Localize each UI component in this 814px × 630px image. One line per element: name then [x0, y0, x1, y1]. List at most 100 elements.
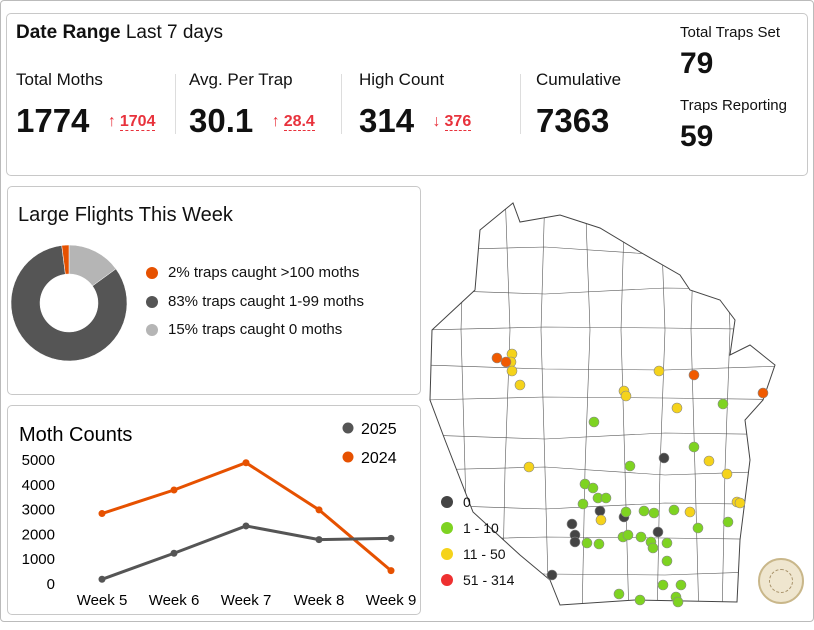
- trap-marker[interactable]: [653, 365, 665, 377]
- wisconsin-map[interactable]: [425, 190, 814, 620]
- trap-marker[interactable]: [593, 538, 605, 550]
- moth-counts-chart: Moth Counts 0 1000 2000 3000 4000 5000 Week 5 W…: [19, 421, 417, 609]
- trap-marker[interactable]: [569, 536, 581, 548]
- divider: [341, 74, 342, 134]
- divider: [175, 74, 176, 134]
- trap-marker[interactable]: [672, 596, 684, 608]
- traps-reporting-value: 59: [680, 120, 714, 153]
- legend-label: 1 - 10: [463, 520, 499, 536]
- trap-marker[interactable]: [734, 497, 746, 509]
- trap-marker[interactable]: [595, 514, 607, 526]
- trap-marker[interactable]: [620, 506, 632, 518]
- trap-marker[interactable]: [658, 452, 670, 464]
- donut-slice[interactable]: [61, 244, 70, 275]
- trap-marker[interactable]: [622, 529, 634, 541]
- legend-dot: [146, 295, 158, 308]
- donut-slice[interactable]: [10, 245, 128, 362]
- trap-marker[interactable]: [675, 579, 687, 591]
- county-line: [620, 203, 630, 605]
- y-tick-label: 5000: [22, 452, 55, 469]
- y-tick-label: 2000: [22, 526, 55, 543]
- trap-marker[interactable]: [688, 369, 700, 381]
- date-range[interactable]: Date Range Last 7 days: [16, 22, 223, 44]
- trap-marker[interactable]: [566, 518, 578, 530]
- trap-marker[interactable]: [506, 365, 518, 377]
- county-line: [690, 203, 700, 605]
- trap-marker[interactable]: [620, 390, 632, 402]
- trap-marker[interactable]: [722, 516, 734, 528]
- metric-change[interactable]: ↑ 1704: [108, 113, 156, 131]
- trap-marker[interactable]: [647, 542, 659, 554]
- metric-total-moths: Total Moths 1774 ↑ 1704: [16, 70, 156, 140]
- county-line: [430, 364, 775, 371]
- trap-marker[interactable]: [648, 507, 660, 519]
- trap-marker[interactable]: [757, 387, 769, 399]
- legend-label: 11 - 50: [463, 546, 506, 562]
- trap-marker[interactable]: [684, 506, 696, 518]
- trap-marker[interactable]: [634, 594, 646, 606]
- legend-label: 51 - 314: [463, 572, 515, 588]
- metric-label: Avg. Per Trap: [189, 70, 293, 89]
- trap-marker[interactable]: [671, 402, 683, 414]
- trap-marker[interactable]: [588, 416, 600, 428]
- trap-marker[interactable]: [594, 505, 606, 517]
- trap-marker[interactable]: [661, 537, 673, 549]
- legend-dot: [441, 522, 453, 534]
- legend-dot: [342, 422, 354, 434]
- legend-dot: [441, 574, 453, 586]
- metric-change[interactable]: ↑ 28.4: [272, 113, 315, 131]
- metric-change[interactable]: ↓ 376: [433, 113, 472, 131]
- trap-marker[interactable]: [717, 398, 729, 410]
- trap-marker[interactable]: [500, 356, 512, 368]
- trap-marker[interactable]: [638, 505, 650, 517]
- trap-marker[interactable]: [624, 460, 636, 472]
- trap-marker[interactable]: [692, 522, 704, 534]
- x-tick-label: Week 9: [366, 592, 417, 609]
- series-line-2024: [101, 461, 392, 572]
- change-value: 28.4: [283, 113, 315, 131]
- map-legend-item: 11 - 50: [441, 546, 506, 562]
- trap-marker[interactable]: [600, 492, 612, 504]
- data-point-2024[interactable]: [242, 459, 250, 467]
- trap-marker[interactable]: [581, 537, 593, 549]
- data-point-2024[interactable]: [315, 506, 323, 514]
- data-point-2025[interactable]: [98, 575, 106, 583]
- data-point-2024[interactable]: [170, 486, 178, 494]
- data-point-2025[interactable]: [387, 534, 395, 542]
- legend-label: 15% traps caught 0 moths: [168, 321, 343, 338]
- trap-marker[interactable]: [657, 579, 669, 591]
- trap-marker[interactable]: [635, 531, 647, 543]
- data-point-2025[interactable]: [315, 536, 323, 544]
- data-point-2025[interactable]: [170, 549, 178, 557]
- trap-map[interactable]: 0 1 - 10 11 - 50 51 - 314: [425, 190, 814, 620]
- trap-marker[interactable]: [652, 526, 664, 538]
- legend-dot: [146, 323, 158, 336]
- trap-marker[interactable]: [587, 482, 599, 494]
- county-line: [430, 326, 775, 331]
- map-legend-item: 1 - 10: [441, 520, 499, 536]
- data-point-2025[interactable]: [242, 522, 250, 530]
- trap-marker[interactable]: [721, 468, 733, 480]
- donut-chart: [10, 244, 128, 362]
- trap-marker[interactable]: [514, 379, 526, 391]
- trap-marker[interactable]: [661, 555, 673, 567]
- trap-marker[interactable]: [688, 441, 700, 453]
- trap-marker[interactable]: [577, 498, 589, 510]
- data-point-2024[interactable]: [98, 510, 106, 518]
- trap-marker[interactable]: [613, 588, 625, 600]
- metric-avg-per-trap: Avg. Per Trap 30.1 ↑ 28.4: [189, 70, 315, 140]
- legend-dot: [146, 266, 158, 279]
- data-point-2024[interactable]: [387, 567, 395, 575]
- trap-marker[interactable]: [546, 569, 558, 581]
- legend-dot: [441, 548, 453, 560]
- county-line: [430, 396, 775, 401]
- trap-marker[interactable]: [668, 504, 680, 516]
- moth-counts-card: Moth Counts 0 1000 2000 3000 4000 5000 Week 5 W…: [7, 405, 421, 615]
- county-line: [430, 466, 775, 476]
- trap-marker[interactable]: [703, 455, 715, 467]
- county-line: [540, 203, 550, 605]
- legend-label: 2% traps caught >100 moths: [168, 264, 360, 281]
- county-line: [656, 203, 666, 605]
- trap-marker[interactable]: [491, 352, 503, 364]
- trap-marker[interactable]: [523, 461, 535, 473]
